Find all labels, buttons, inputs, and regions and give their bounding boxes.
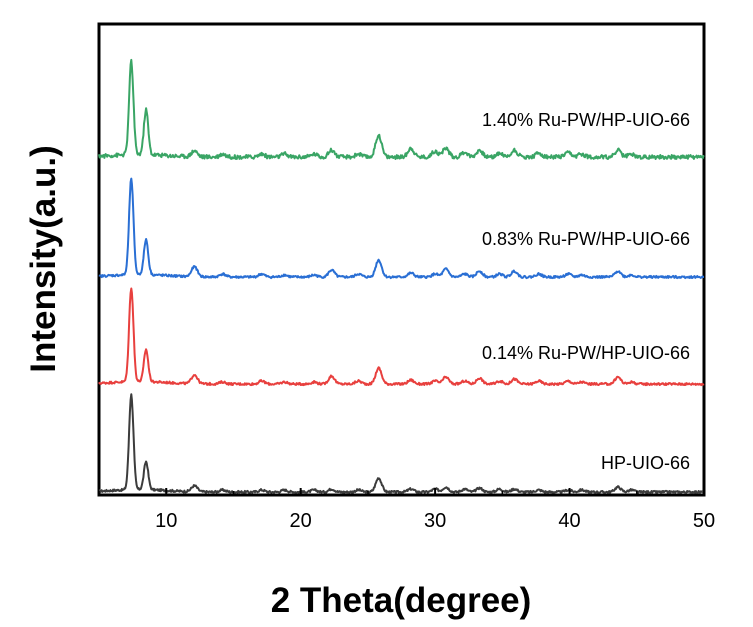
series-group (98, 58, 705, 495)
series-line-3 (98, 58, 705, 160)
x-tick-label: 30 (424, 510, 446, 532)
series-label-0: HP-UIO-66 (601, 453, 690, 473)
x-axis: 10 20 30 40 50 (98, 488, 715, 532)
x-tick-label: 10 (155, 510, 177, 532)
x-tick-label: 40 (558, 510, 580, 532)
series-labels: HP-UIO-66 0.14% Ru-PW/HP-UIO-66 0.83% Ru-P… (482, 110, 690, 473)
series-label-2: 0.83% Ru-PW/HP-UIO-66 (482, 229, 690, 249)
series-line-2 (98, 177, 705, 280)
x-tick-label: 50 (693, 510, 715, 532)
series-line-1 (98, 287, 705, 387)
plot-frame (97, 22, 706, 497)
x-axis-title: 2 Theta(degree) (271, 581, 532, 620)
series-label-1: 0.14% Ru-PW/HP-UIO-66 (482, 343, 690, 363)
series-line-0 (98, 393, 705, 495)
series-label-3: 1.40% Ru-PW/HP-UIO-66 (482, 110, 690, 130)
y-axis-title: Intensity(a.u.) (24, 145, 63, 373)
x-tick-label: 20 (290, 510, 312, 532)
